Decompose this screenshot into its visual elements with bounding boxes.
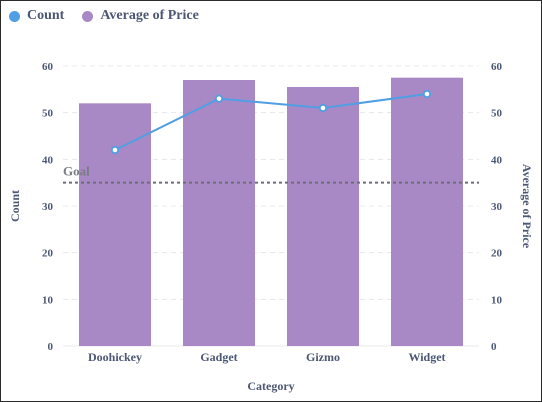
x-tick-gizmo: Gizmo (306, 350, 340, 364)
x-axis-title: Category (247, 379, 294, 393)
legend-item-count[interactable]: Count (9, 8, 64, 24)
y-left-tick-30: 30 (42, 201, 54, 213)
average-price-point-gadget[interactable] (214, 94, 224, 103)
y-left-tick-10: 10 (42, 294, 54, 306)
x-tick-gadget: Gadget (200, 350, 237, 364)
y-right-tick-40: 40 (491, 154, 503, 166)
y-left-tick-0: 0 (48, 341, 54, 353)
average-price-point-doohickey[interactable] (110, 145, 120, 155)
y-right-tick-10: 10 (491, 294, 503, 306)
y-left-axis-title: Count (8, 190, 22, 222)
legend-label-average-price: Average of Price (100, 8, 199, 23)
goal-label: Goal (63, 164, 90, 179)
y-right-tick-50: 50 (491, 108, 503, 120)
y-left-tick-50: 50 (42, 108, 54, 120)
average-price-point-widget[interactable] (422, 89, 432, 99)
average-price-point-gizmo[interactable] (318, 103, 328, 113)
y-right-tick-30: 30 (491, 201, 503, 213)
bar-widget[interactable] (391, 77, 463, 347)
bar-gadget[interactable] (183, 80, 255, 346)
bar-doohickey[interactable] (79, 103, 151, 346)
average-price-line (114, 93, 428, 151)
y-left-tick-20: 20 (42, 248, 54, 260)
y-right-axis-title: Average of Price (520, 164, 534, 249)
x-tick-widget: Widget (408, 350, 445, 364)
legend-item-average-price[interactable]: Average of Price (82, 8, 199, 24)
y-right-tick-0: 0 (491, 341, 497, 353)
y-left-tick-40: 40 (42, 154, 54, 166)
x-tick-doohickey: Doohickey (88, 350, 142, 364)
bar-gizmo[interactable] (287, 87, 359, 346)
legend-swatch-count (9, 10, 20, 22)
y-left-tick-60: 60 (42, 61, 54, 73)
legend-swatch-average-price (82, 10, 94, 22)
legend-label-count: Count (27, 8, 65, 23)
legend: Count Average of Price (9, 6, 199, 26)
y-right-tick-60: 60 (491, 61, 503, 73)
y-right-tick-20: 20 (491, 248, 503, 260)
